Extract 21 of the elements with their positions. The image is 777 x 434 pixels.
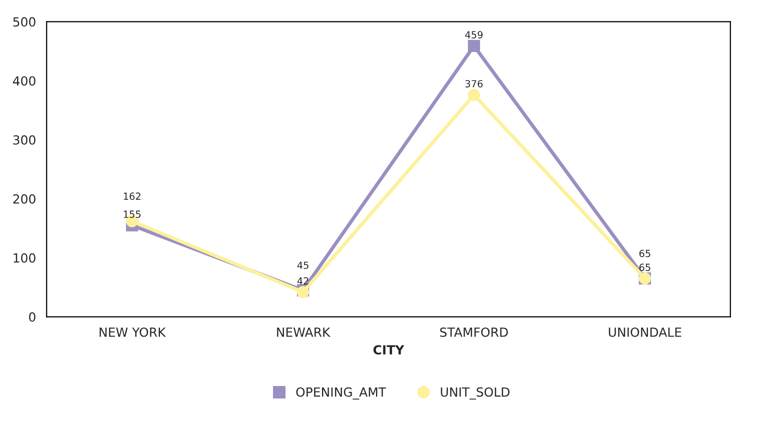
data-label: 376 (465, 80, 483, 88)
y-tick-label: 100 (14, 253, 36, 263)
x-tick-label: NEW YORK (100, 327, 166, 337)
x-axis-title: CITY (373, 345, 404, 355)
legend-label: OPENING_AMT (296, 387, 386, 400)
data-label: 65 (639, 264, 650, 272)
x-tick-label: NEWARK (277, 328, 330, 337)
y-tick-label: 0 (29, 312, 36, 322)
y-tick-label: 500 (13, 17, 36, 27)
x-tick-label: UNIONDALE (608, 327, 682, 337)
legend-label: UNIT_SOLD (440, 387, 510, 400)
data-label: 155 (124, 210, 141, 218)
y-tick-label: 200 (13, 194, 36, 204)
data-label: 459 (465, 31, 483, 38)
data-label: 65 (639, 250, 650, 258)
x-tick-label: STAMFORD (440, 327, 508, 337)
y-tick-label: 300 (13, 135, 36, 145)
data-label: 42 (297, 277, 308, 284)
data-label: 162 (124, 192, 140, 200)
y-tick-label: 400 (12, 76, 36, 86)
data-label: 45 (297, 262, 308, 269)
